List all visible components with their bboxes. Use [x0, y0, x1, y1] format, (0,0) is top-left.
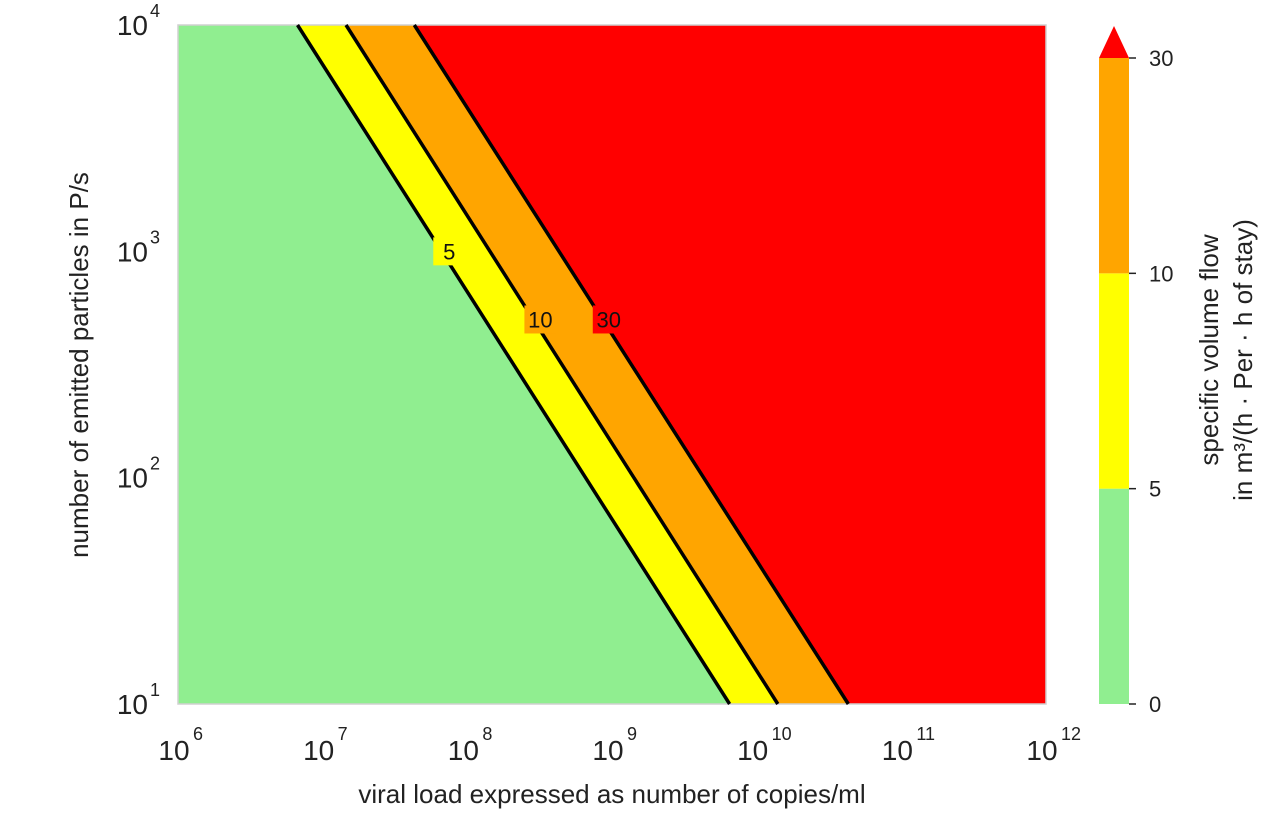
y-tick-label: 10 1	[117, 680, 160, 720]
contour-labels: 5 10 30	[433, 237, 625, 334]
band-above-30	[414, 25, 1046, 704]
svg-text:7: 7	[338, 724, 348, 744]
svg-text:3: 3	[150, 227, 160, 247]
svg-text:10: 10	[592, 735, 623, 766]
svg-text:12: 12	[1061, 724, 1081, 744]
x-tick-label: 109	[592, 724, 637, 766]
x-tick-label: 106	[158, 724, 203, 766]
contour-label-30: 30	[597, 307, 621, 332]
colorbar-tick-label: 0	[1149, 692, 1161, 717]
svg-text:10: 10	[1026, 735, 1057, 766]
contour-lines	[296, 24, 850, 705]
x-tick-label: 107	[303, 724, 348, 766]
colorbar-tick-label: 30	[1149, 46, 1173, 71]
svg-text:10: 10	[117, 10, 148, 41]
contour-line-5	[296, 24, 732, 705]
colorbar-segment	[1099, 58, 1129, 274]
svg-text:1: 1	[150, 680, 160, 700]
contour-line-30	[412, 24, 850, 705]
colorbar-label-line1: specific volume flow	[1194, 234, 1224, 465]
colorbar-label-line2: in m³/(h · Per · h of stay)	[1228, 219, 1258, 501]
y-axis-label: number of emitted particles in P/s	[64, 172, 94, 558]
colorbar: 0 5 10 30	[1099, 26, 1173, 717]
contour-label-gap-5	[433, 237, 466, 266]
colorbar-segment	[1099, 273, 1129, 489]
svg-text:6: 6	[193, 724, 203, 744]
contour-label-gap-10	[524, 305, 557, 334]
y-tick-label: 10 4	[117, 1, 160, 41]
contour-label-10: 10	[528, 307, 552, 332]
colorbar-tick-label: 5	[1149, 477, 1161, 502]
colorbar-segment	[1099, 488, 1129, 704]
band-10-30	[346, 25, 849, 704]
colorbar-extend-arrow	[1099, 26, 1129, 58]
svg-text:10: 10	[117, 689, 148, 720]
svg-text:10: 10	[117, 236, 148, 267]
svg-text:8: 8	[482, 724, 492, 744]
band-5-10	[297, 25, 778, 704]
svg-text:10: 10	[448, 735, 479, 766]
svg-text:10: 10	[117, 463, 148, 494]
svg-text:4: 4	[150, 1, 160, 21]
svg-text:9: 9	[627, 724, 637, 744]
x-axis-label: viral load expressed as number of copies…	[358, 779, 865, 809]
plot-area	[178, 25, 1046, 704]
y-tick-label: 10 2	[117, 454, 160, 494]
svg-text:10: 10	[158, 735, 189, 766]
contour-label-5: 5	[443, 239, 455, 264]
svg-text:11: 11	[916, 724, 935, 744]
svg-text:2: 2	[150, 454, 160, 474]
colorbar-tick-label: 10	[1149, 261, 1173, 286]
y-tick-label: 10 3	[117, 227, 160, 267]
svg-text:10: 10	[303, 735, 334, 766]
contour-label-gap-30	[592, 305, 625, 334]
plot-frame	[177, 24, 1047, 705]
svg-text:10: 10	[772, 724, 792, 744]
x-tick-label: 108	[448, 724, 493, 766]
svg-text:10: 10	[737, 735, 768, 766]
contour-line-10	[344, 24, 780, 705]
svg-text:10: 10	[882, 735, 913, 766]
